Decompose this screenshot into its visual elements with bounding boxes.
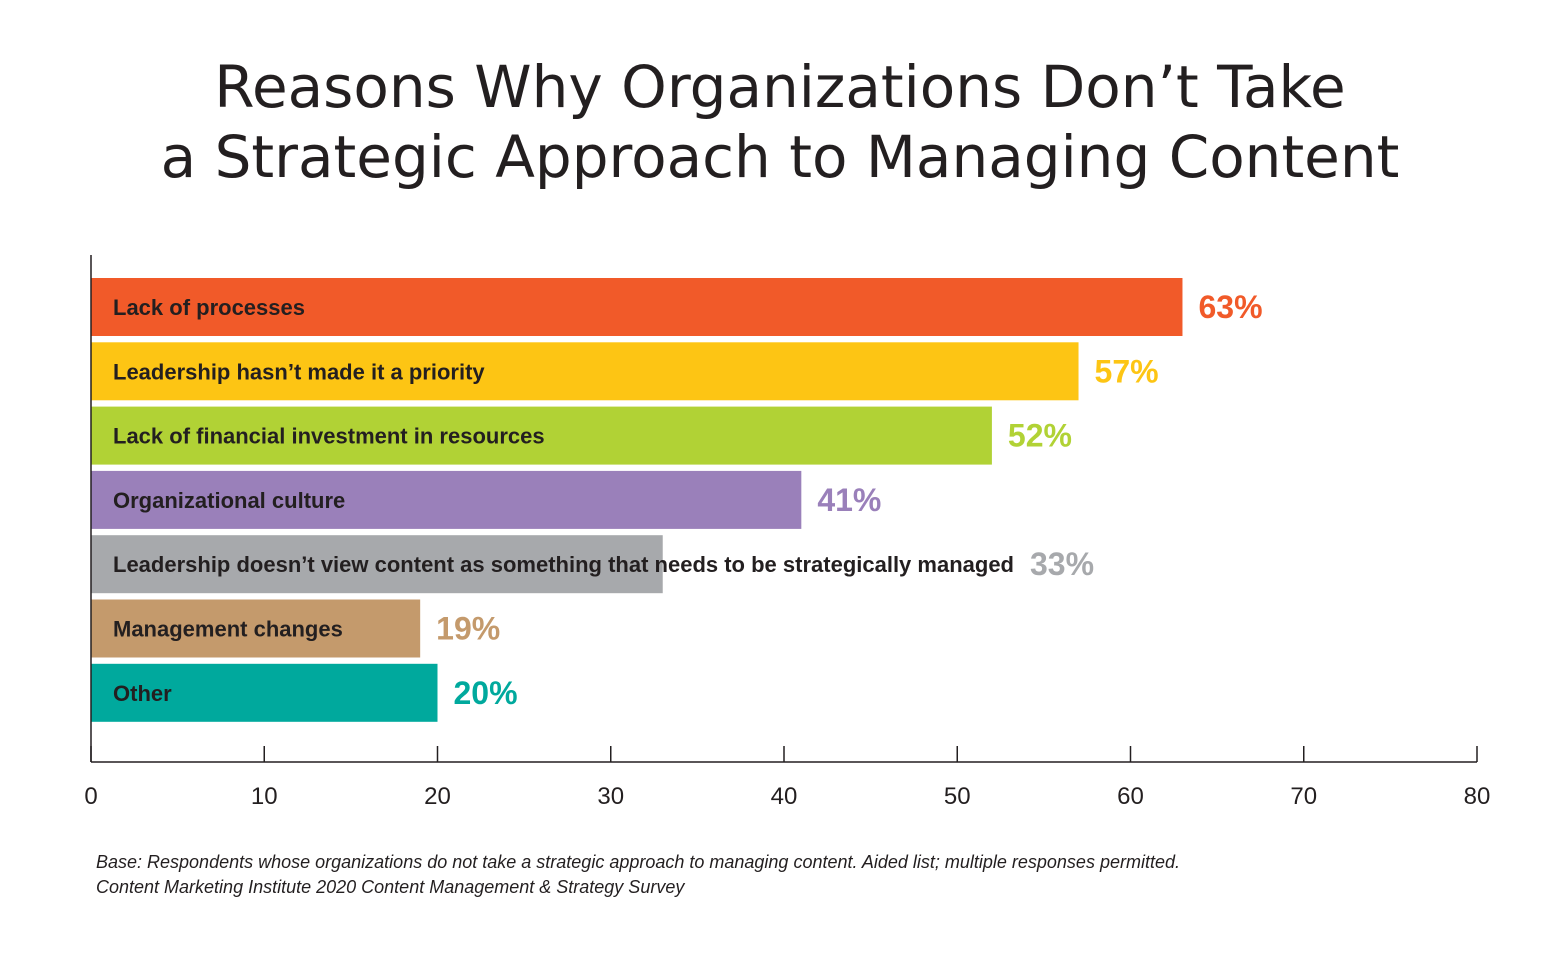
bar-7: [91, 663, 438, 722]
x-tick-label-70: 70: [1290, 783, 1317, 810]
bar-label-7: Other: [113, 681, 172, 706]
data-label-1: 63%: [1198, 289, 1262, 325]
bar-label-5: Leadership doesn’t view content as somet…: [113, 552, 1014, 577]
x-tick-label-80: 80: [1464, 783, 1491, 810]
chart-title: Reasons Why Organizations Don’t Take a S…: [0, 52, 1560, 192]
x-axis: 0 10 20 30 40 50 60 70 80: [84, 255, 1490, 810]
chart-title-line-1: Reasons Why Organizations Don’t Take: [214, 53, 1346, 121]
x-tick-label-40: 40: [771, 783, 798, 810]
footnote-base: Base: Respondents whose organizations do…: [96, 852, 1180, 872]
x-tick-label-20: 20: [424, 783, 451, 810]
data-label-7: 20%: [454, 675, 518, 711]
x-tick-label-30: 30: [597, 783, 624, 810]
bar-6: [91, 599, 421, 658]
bar-5: [91, 535, 663, 594]
bars-layer: Lack of processes 63% Leadership hasn’t ma…: [91, 278, 1263, 722]
x-tick-label-10: 10: [251, 783, 278, 810]
data-label-2: 57%: [1095, 353, 1159, 389]
data-label-4: 41%: [817, 482, 881, 518]
bar-label-1: Lack of processes: [113, 295, 305, 320]
bar-2: [91, 342, 1079, 401]
bar-1: [91, 278, 1183, 336]
x-tick-label-60: 60: [1117, 783, 1144, 810]
x-tick-label-0: 0: [84, 783, 97, 810]
bar-3: [91, 406, 992, 465]
bar-label-3: Lack of financial investment in resource…: [113, 424, 545, 449]
bar-label-2: Leadership hasn’t made it a priority: [113, 359, 485, 384]
bar-label-6: Management changes: [113, 617, 343, 642]
footnote: Base: Respondents whose organizations do…: [96, 850, 1496, 900]
data-label-6: 19%: [436, 611, 500, 647]
bar-4: [91, 470, 802, 529]
chart-title-line-2: a Strategic Approach to Managing Content: [160, 123, 1400, 191]
bar-label-4: Organizational culture: [113, 488, 345, 513]
data-label-3: 52%: [1008, 418, 1072, 454]
footnote-source: Content Marketing Institute 2020 Content…: [96, 877, 685, 897]
data-label-5: 33%: [1030, 546, 1094, 582]
x-tick-label-50: 50: [944, 783, 971, 810]
